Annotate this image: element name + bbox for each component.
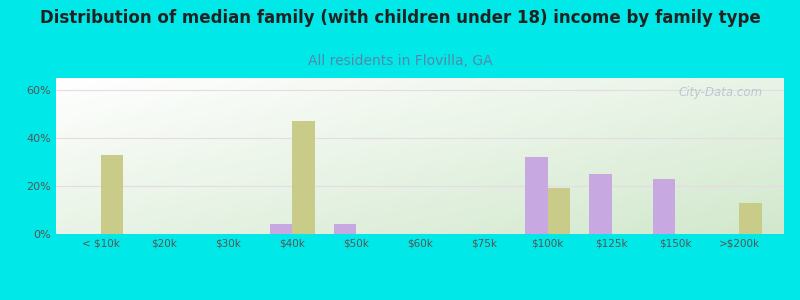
Text: Distribution of median family (with children under 18) income by family type: Distribution of median family (with chil… — [40, 9, 760, 27]
Bar — [653, 179, 675, 234]
Bar — [101, 155, 123, 234]
Bar — [334, 224, 356, 234]
Text: City-Data.com: City-Data.com — [678, 86, 762, 99]
Bar — [739, 203, 762, 234]
Bar — [526, 157, 548, 234]
Bar — [270, 224, 292, 234]
Bar — [590, 174, 611, 234]
Text: All residents in Flovilla, GA: All residents in Flovilla, GA — [308, 54, 492, 68]
Legend: Married couple, Female, no husband: Married couple, Female, no husband — [267, 299, 573, 300]
Bar — [548, 188, 570, 234]
Bar — [292, 121, 314, 234]
